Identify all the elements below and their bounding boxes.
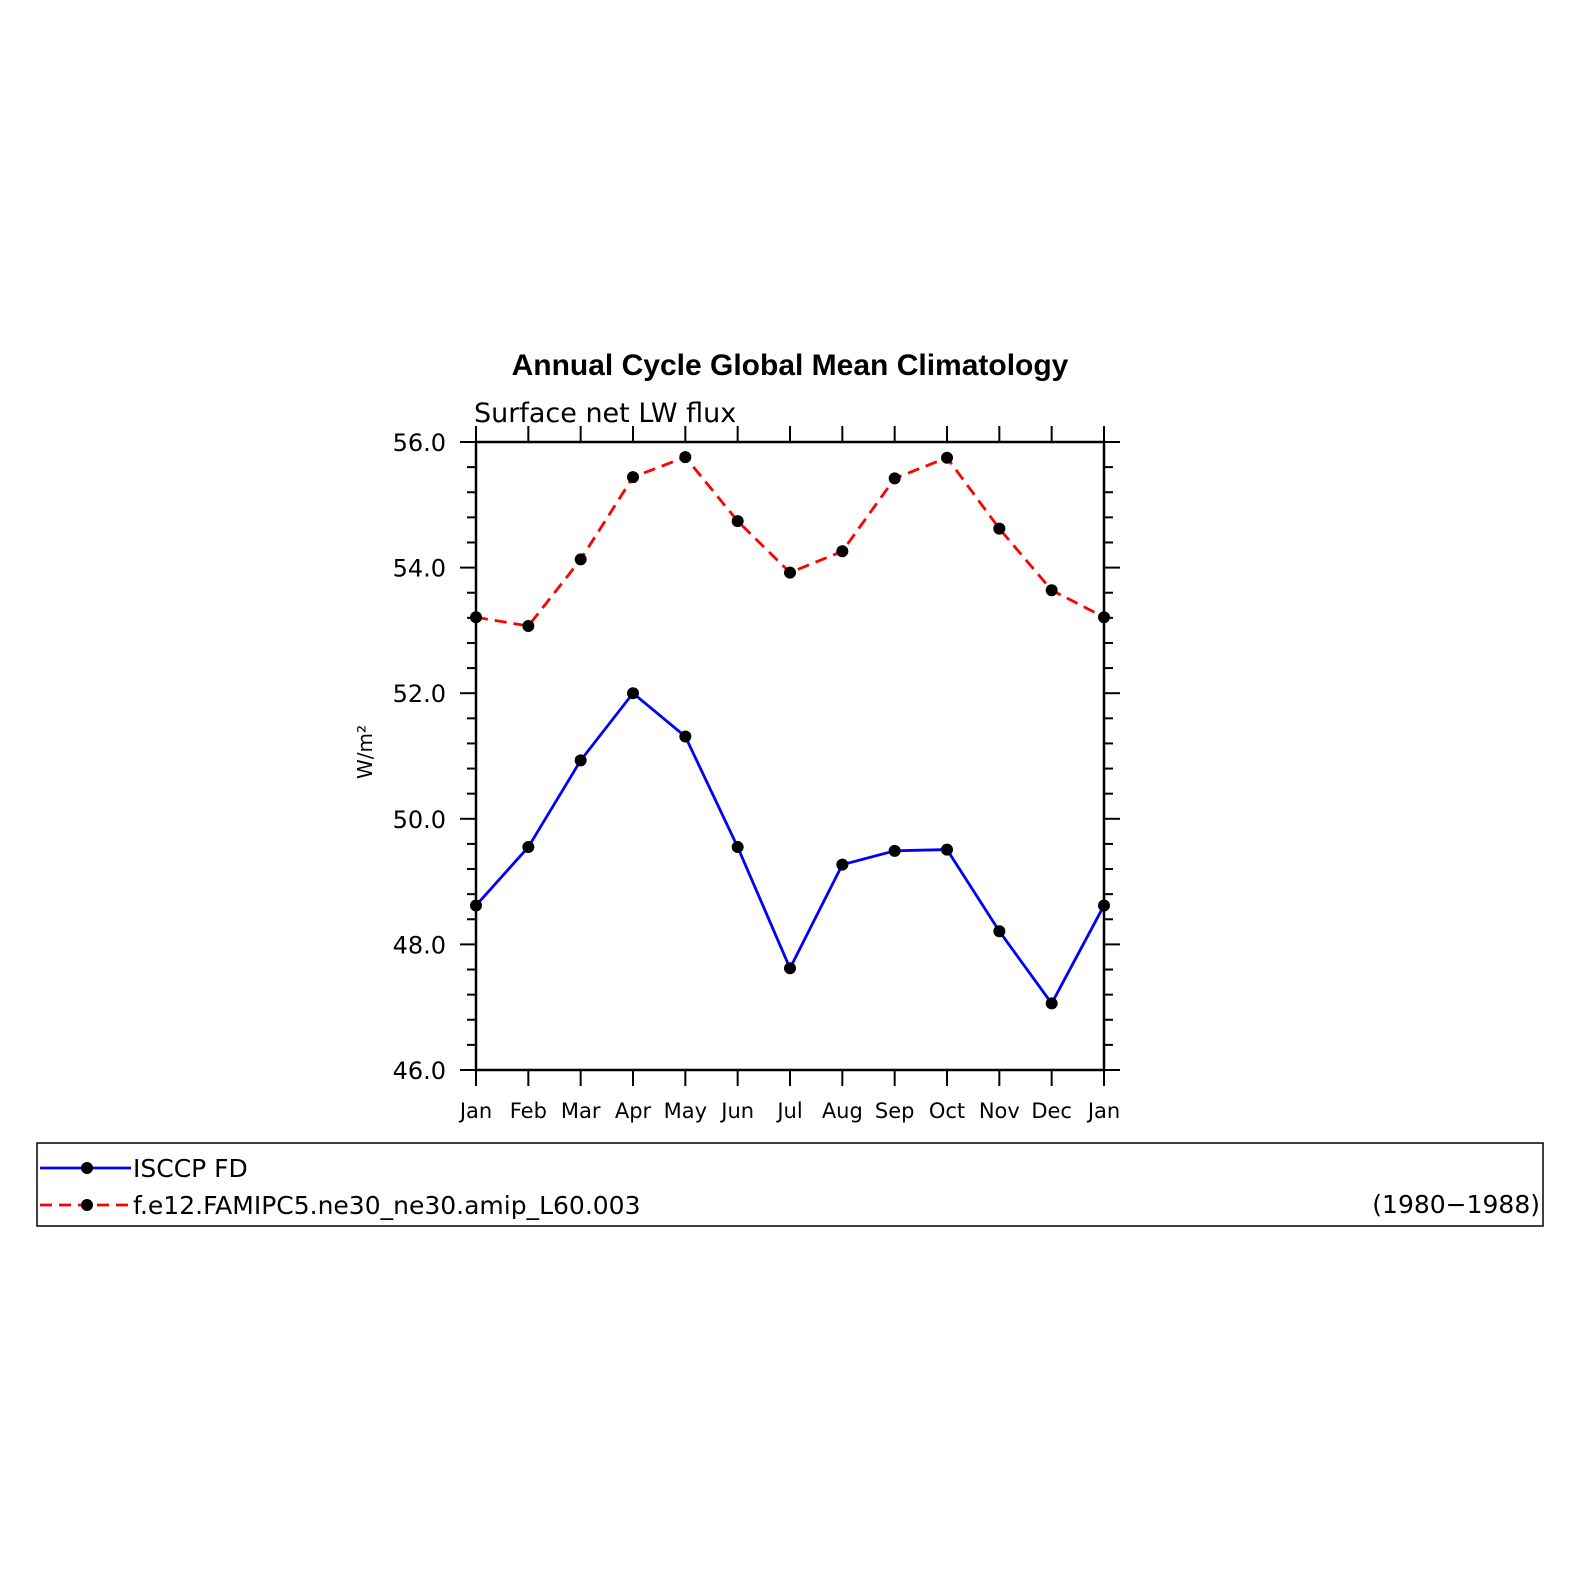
- chart-subtitle: Surface net LW flux: [474, 398, 736, 429]
- x-tick-label: Sep: [875, 1099, 915, 1123]
- legend-label-2: f.e12.FAMIPC5.ne30_ne30.amip_L60.003: [133, 1191, 641, 1220]
- data-point: [888, 844, 901, 857]
- series-line-1: [474, 691, 1106, 1007]
- y-tick-label: 50.0: [393, 806, 446, 834]
- data-point: [1045, 997, 1058, 1010]
- plot-frame: [474, 440, 1106, 1072]
- x-tick-label: Apr: [615, 1099, 652, 1123]
- data-point: [522, 841, 535, 854]
- y-tick-labels: 46.0 48.0 50.0 52.0 54.0 56.0: [393, 429, 446, 1085]
- data-point: [836, 545, 849, 558]
- x-tick-label: Mar: [561, 1099, 601, 1123]
- x-tick-label: Nov: [979, 1099, 1020, 1123]
- data-point: [679, 451, 692, 464]
- x-tick-label: Jan: [458, 1099, 492, 1123]
- legend-marker-1: [81, 1162, 93, 1174]
- legend-entries: ISCCP FD f.e12.FAMIPC5.ne30_ne30.amip_L60…: [40, 1154, 641, 1220]
- data-point: [522, 620, 535, 633]
- x-tick-label: May: [664, 1099, 707, 1123]
- data-point: [941, 451, 953, 464]
- data-point: [679, 730, 692, 743]
- data-point: [470, 899, 482, 912]
- y-tick-label: 48.0: [393, 931, 446, 959]
- data-point: [888, 472, 901, 485]
- x-tick-label: Dec: [1031, 1099, 1072, 1123]
- data-point: [731, 515, 744, 528]
- data-point: [1045, 584, 1058, 597]
- series-line-2: [475, 455, 1105, 628]
- data-point: [1098, 899, 1110, 912]
- legend: ISCCP FD f.e12.FAMIPC5.ne30_ne30.amip_L60…: [36, 1142, 1544, 1227]
- y-tick-label: 46.0: [393, 1057, 446, 1085]
- x-tick-label: Aug: [822, 1099, 863, 1123]
- y-axis-label: W/m²: [353, 725, 377, 779]
- data-point: [731, 841, 744, 854]
- y-tick-label: 54.0: [393, 555, 446, 583]
- x-tick-label: Jan: [1086, 1099, 1120, 1123]
- data-point: [574, 553, 587, 566]
- y-tick-label: 56.0: [393, 429, 446, 457]
- y-tick-label: 52.0: [393, 680, 446, 708]
- data-point: [784, 566, 796, 579]
- x-tick-label: Jul: [775, 1099, 802, 1123]
- data-point: [993, 522, 1006, 535]
- data-point: [627, 471, 639, 484]
- data-point: [574, 754, 587, 767]
- x-tick-labels: Jan Feb Mar Apr May Jun Jul Aug Sep Oct Nov Dec Jan: [458, 1099, 1120, 1123]
- data-point: [627, 687, 639, 700]
- data-point: [836, 858, 849, 871]
- axis-ticks: [460, 426, 1120, 1086]
- x-tick-label: Jun: [719, 1099, 754, 1123]
- data-point: [941, 843, 953, 856]
- data-point: [470, 611, 482, 624]
- x-tick-label: Oct: [929, 1099, 965, 1123]
- series-layer: [470, 451, 1110, 1010]
- data-point: [784, 962, 796, 975]
- chart-title: Annual Cycle Global Mean Climatology: [512, 349, 1069, 382]
- x-tick-label: Feb: [510, 1099, 547, 1123]
- legend-period: (1980−1988): [1372, 1190, 1540, 1219]
- legend-marker-2: [81, 1199, 93, 1211]
- legend-box: [36, 1142, 1544, 1227]
- data-point: [993, 925, 1006, 938]
- legend-label-1: ISCCP FD: [133, 1154, 248, 1183]
- data-point: [1098, 611, 1110, 624]
